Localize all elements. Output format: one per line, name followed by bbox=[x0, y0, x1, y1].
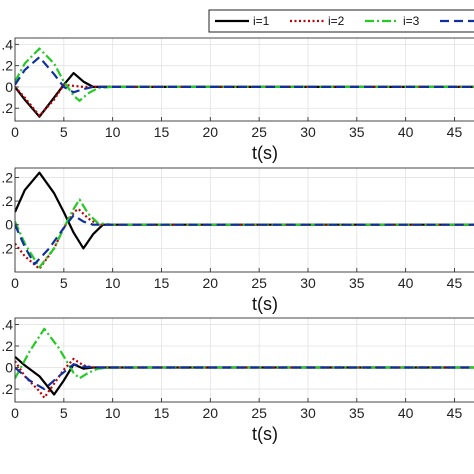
series-group bbox=[15, 327, 474, 399]
x-tick-label: 40 bbox=[398, 405, 414, 421]
x-tick-label: 10 bbox=[105, 275, 121, 291]
subplot-3: 0 5 10 15 20 25 30 35 40 45 .4 .2 0 .2 t(s) bbox=[1, 316, 474, 444]
x-tick-label: 35 bbox=[349, 124, 365, 140]
x-tick-label: 5 bbox=[60, 124, 68, 140]
y-tick-label: .2 bbox=[1, 381, 13, 397]
axes-frame bbox=[14, 37, 474, 122]
series-group bbox=[15, 47, 474, 118]
y-tick-label: 0 bbox=[5, 360, 13, 376]
y-tick-label: 0 bbox=[5, 217, 13, 233]
x-tick-label: 35 bbox=[349, 275, 365, 291]
x-tick-label: 45 bbox=[447, 124, 463, 140]
x-axis-label: t(s) bbox=[252, 143, 278, 163]
x-tick-label: 10 bbox=[105, 405, 121, 421]
legend-label: i=2 bbox=[328, 14, 345, 28]
y-tick-label: .2 bbox=[1, 240, 13, 256]
series-line-i=2 bbox=[15, 83, 474, 117]
y-tick-label: .4 bbox=[1, 36, 13, 52]
x-tick-label: 20 bbox=[203, 405, 219, 421]
x-tick-label: 40 bbox=[398, 275, 414, 291]
x-tick-label: 40 bbox=[398, 124, 414, 140]
x-tick-label: 25 bbox=[251, 405, 267, 421]
x-tick-label: 15 bbox=[154, 124, 170, 140]
series-line-i=1 bbox=[15, 171, 474, 250]
x-tick-label: 25 bbox=[251, 275, 267, 291]
series-line-i=2 bbox=[15, 357, 474, 399]
x-axis-label: t(s) bbox=[252, 424, 278, 444]
x-tick-label: 20 bbox=[203, 275, 219, 291]
series-group bbox=[15, 171, 474, 270]
y-tick-label: .2 bbox=[1, 338, 13, 354]
x-tick-label: 45 bbox=[447, 275, 463, 291]
x-tick-label: 10 bbox=[105, 124, 121, 140]
x-tick-label: 0 bbox=[11, 275, 19, 291]
x-tick-label: 35 bbox=[349, 405, 365, 421]
y-tick-label: .2 bbox=[1, 58, 13, 74]
x-axis-label: t(s) bbox=[252, 294, 278, 314]
series-line-series-4 bbox=[15, 214, 474, 266]
x-tick-label: 15 bbox=[154, 275, 170, 291]
x-tick-label: 0 bbox=[11, 405, 19, 421]
x-tick-label: 30 bbox=[300, 124, 316, 140]
subplot-2: 0 5 10 15 20 25 30 35 40 45 .2 .2 0 .2 t(s) bbox=[1, 167, 474, 314]
series-line-series-4 bbox=[15, 363, 474, 391]
x-tick-label: 30 bbox=[300, 405, 316, 421]
legend-label: i=1 bbox=[253, 14, 270, 28]
x-tick-label: 0 bbox=[11, 124, 19, 140]
subplot-1: 0 5 10 15 20 25 30 35 40 45 .4 .2 0 .2 t(s) bbox=[1, 36, 474, 163]
x-tick-label: 5 bbox=[60, 405, 68, 421]
x-tick-label: 30 bbox=[300, 275, 316, 291]
y-tick-label: 0 bbox=[5, 79, 13, 95]
subplots: 0 5 10 15 20 25 30 35 40 45 .4 .2 0 .2 t(s) 0 5 10 15 20 25 3… bbox=[1, 36, 474, 444]
legend: i=1 i=2 i=3 bbox=[208, 9, 474, 33]
y-tick-label: .2 bbox=[1, 193, 13, 209]
x-tick-label: 5 bbox=[60, 275, 68, 291]
x-tick-label: 25 bbox=[251, 124, 267, 140]
legend-label: i=3 bbox=[403, 14, 420, 28]
series-line-i=1 bbox=[15, 71, 474, 118]
legend-box bbox=[208, 9, 474, 33]
x-tick-label: 15 bbox=[154, 405, 170, 421]
series-line-i=3 bbox=[15, 327, 474, 380]
series-line-i=2 bbox=[15, 207, 474, 270]
y-tick-label: .2 bbox=[1, 169, 13, 185]
series-line-i=3 bbox=[15, 47, 474, 102]
x-tick-label: 45 bbox=[447, 405, 463, 421]
axes-frame bbox=[14, 317, 474, 403]
y-tick-label: .4 bbox=[1, 316, 13, 332]
y-tick-label: .2 bbox=[1, 100, 13, 116]
axes-frame bbox=[14, 167, 474, 273]
x-tick-label: 20 bbox=[203, 124, 219, 140]
series-line-i=3 bbox=[15, 198, 474, 269]
